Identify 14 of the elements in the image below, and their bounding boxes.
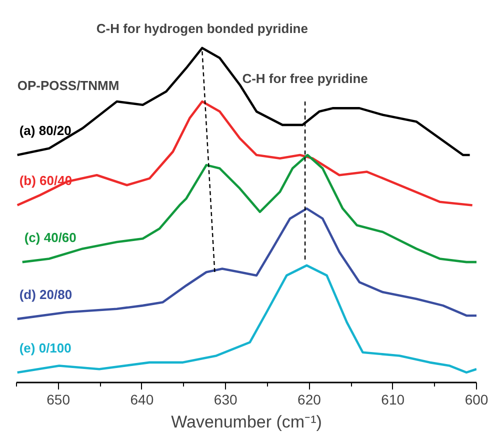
annotation: C-H for hydrogen bonded pyridine <box>96 20 308 36</box>
series-label: (c) 40/60 <box>24 230 76 246</box>
x-axis-title: Wavenumber (cm⁻¹) <box>171 412 322 432</box>
series-label: (e) 0/100 <box>19 340 72 356</box>
x-tick-label: 640 <box>130 392 154 408</box>
x-tick-label: 650 <box>46 392 70 408</box>
x-tick-label: 610 <box>381 392 405 408</box>
annotation: C-H for free pyridine <box>242 71 368 86</box>
x-tick-label: 630 <box>214 392 238 408</box>
series-label: (a) 80/20 <box>19 123 72 138</box>
x-tick-label: 620 <box>298 392 322 408</box>
series-label: (d) 20/80 <box>19 286 72 302</box>
legend-title: OP-POSS/TNMM <box>17 78 120 94</box>
x-tick-label: 600 <box>464 392 488 408</box>
